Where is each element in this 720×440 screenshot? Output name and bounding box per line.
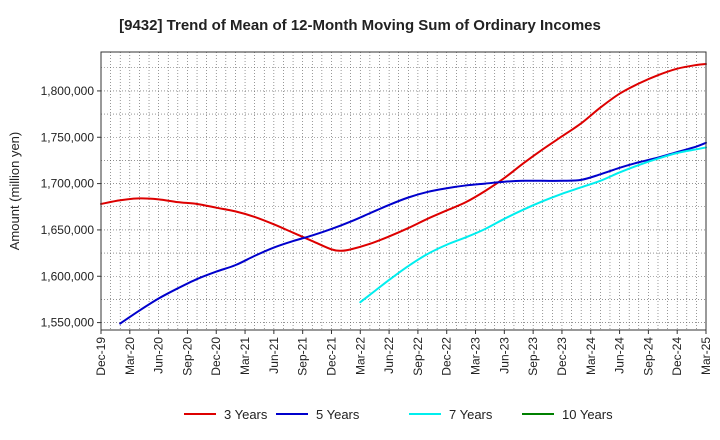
x-tick-label: Dec-23 — [555, 337, 569, 376]
legend-label-3-years: 3 Years — [224, 407, 268, 422]
legend-label-7-years: 7 Years — [449, 407, 493, 422]
y-tick-label: 1,750,000 — [41, 130, 95, 144]
x-tick-label: Mar-21 — [238, 337, 252, 375]
chart-title: [9432] Trend of Mean of 12-Month Moving … — [119, 17, 601, 34]
x-tick-label: Mar-22 — [353, 337, 367, 375]
x-tick-label: Jun-22 — [382, 337, 396, 374]
x-tick-label: Dec-21 — [324, 337, 338, 376]
x-tick-label: Sep-20 — [180, 337, 194, 376]
x-tick-label: Mar-20 — [123, 337, 137, 375]
y-axis-ticks: 1,550,000 1,600,000 1,650,000 1,700,000 1,75… — [41, 84, 101, 330]
x-tick-label: Sep-23 — [526, 337, 540, 376]
legend-label-10-years: 10 Years — [562, 407, 613, 422]
legend-label-5-years: 5 Years — [316, 407, 360, 422]
grid — [101, 52, 706, 330]
y-tick-label: 1,700,000 — [41, 177, 95, 191]
x-tick-label: Sep-24 — [641, 337, 655, 376]
legend: 3 Years 5 Years 7 Years 10 Years — [184, 407, 613, 422]
x-tick-label: Jun-24 — [613, 337, 627, 374]
x-tick-label: Jun-20 — [152, 337, 166, 374]
series-lines — [100, 63, 707, 325]
plot-frame — [100, 51, 707, 331]
x-tick-label: Jun-21 — [267, 337, 281, 374]
x-tick-label: Sep-22 — [411, 337, 425, 376]
x-tick-label: Dec-22 — [440, 337, 454, 376]
series-line-7-years — [359, 146, 707, 304]
y-tick-label: 1,600,000 — [41, 269, 95, 283]
x-tick-label: Dec-24 — [670, 337, 684, 376]
x-tick-label: Sep-21 — [296, 337, 310, 376]
series-line-5-years — [119, 141, 707, 325]
x-tick-label: Dec-20 — [209, 337, 223, 376]
x-tick-label: Mar-24 — [584, 337, 598, 375]
x-axis-ticks: Dec-19 Mar-20 Jun-20 Sep-20 Dec-20 Mar-21 Jun-… — [94, 330, 713, 376]
x-tick-label: Dec-19 — [94, 337, 108, 376]
y-tick-label: 1,550,000 — [41, 316, 95, 330]
x-tick-label: Mar-25 — [699, 337, 713, 375]
y-tick-label: 1,800,000 — [41, 84, 95, 98]
y-axis-label: Amount (million yen) — [7, 132, 22, 251]
x-tick-label: Mar-23 — [469, 337, 483, 375]
series-line-3-years — [100, 63, 707, 252]
x-tick-label: Jun-23 — [497, 337, 511, 374]
y-tick-label: 1,650,000 — [41, 223, 95, 237]
